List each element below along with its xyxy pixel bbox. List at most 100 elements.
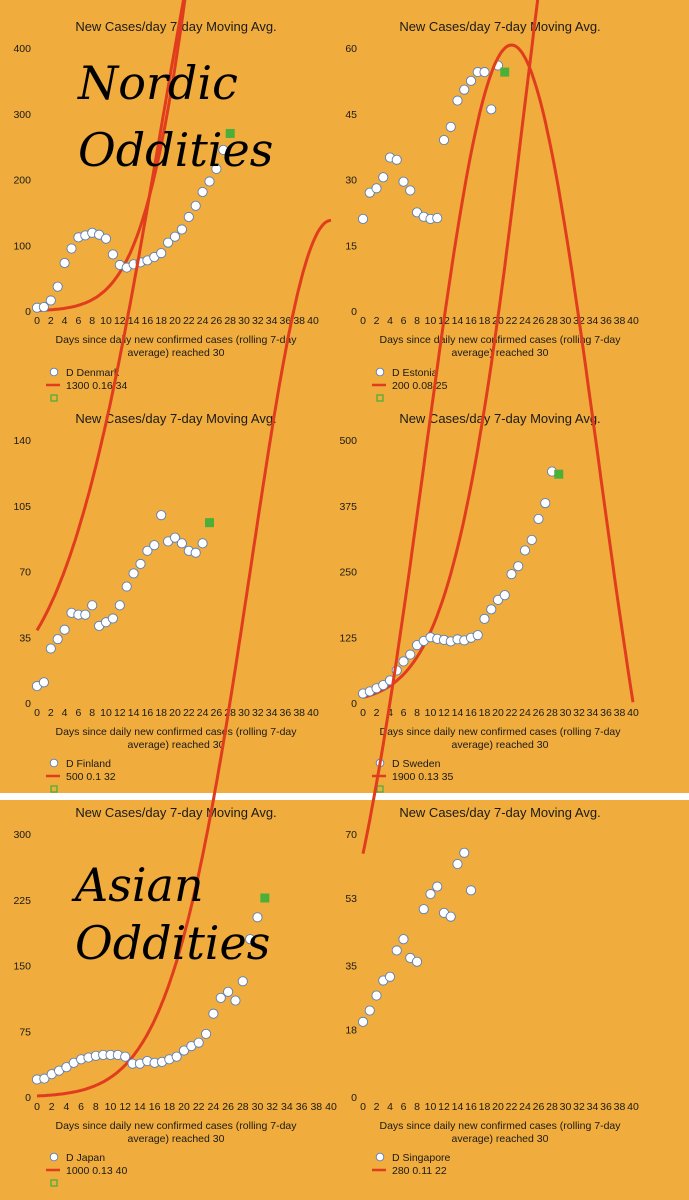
x-tick-label: 36: [600, 315, 612, 327]
x-axis-label-line: Days since daily new confirmed cases (ro…: [55, 334, 297, 346]
data-point: [45, 295, 56, 306]
fit-curve: [35, 0, 186, 632]
x-tick-label: 20: [169, 707, 181, 719]
y-tick-label: 18: [345, 1024, 357, 1036]
data-point: [163, 237, 174, 248]
data-point: [39, 1073, 50, 1084]
x-axis-label-line: Days since daily new confirmed cases (ro…: [55, 726, 297, 738]
x-tick-label: 12: [114, 315, 126, 327]
y-tick-label: 0: [351, 306, 357, 318]
chart-panel: New Cases/day 7-day Moving Avg. 0 35 70 105 1…: [13, 0, 319, 793]
data-point: [193, 1037, 204, 1048]
data-point: [52, 281, 63, 292]
latest-point-marker: [225, 128, 235, 138]
data-point: [357, 213, 369, 224]
data-point: [398, 176, 409, 187]
background-bottom: [0, 800, 689, 1200]
x-tick-label: 8: [93, 1101, 99, 1113]
x-tick-label: 34: [587, 315, 599, 327]
x-tick-label: 6: [78, 1101, 84, 1113]
data-point: [357, 1016, 369, 1027]
background-top: [0, 0, 689, 793]
data-point: [197, 186, 208, 198]
y-tick-label: 0: [25, 306, 31, 318]
x-tick-label: 18: [163, 1101, 175, 1113]
data-point: [364, 1005, 375, 1016]
data-point: [418, 904, 429, 915]
x-tick-label: 36: [280, 315, 292, 327]
x-tick-label: 30: [560, 315, 572, 327]
x-tick-label: 22: [193, 1101, 205, 1113]
x-tick-label: 16: [142, 315, 154, 327]
x-tick-label: 38: [614, 1101, 626, 1113]
y-tick-label: 60: [345, 43, 357, 55]
legend-label-fit: 1900 0.13 35: [392, 771, 453, 783]
x-tick-label: 30: [238, 707, 250, 719]
x-tick-label: 16: [465, 1101, 477, 1113]
x-tick-label: 34: [266, 315, 278, 327]
legend-marker-points: [375, 367, 385, 377]
x-tick-label: 40: [307, 707, 319, 719]
data-point: [405, 649, 416, 660]
x-tick-label: 20: [492, 707, 504, 719]
x-tick-label: 18: [155, 707, 167, 719]
x-tick-label: 30: [560, 1101, 572, 1113]
data-point: [479, 67, 490, 78]
x-tick-label: 36: [600, 707, 612, 719]
fit-curve: [36, 218, 332, 1098]
x-axis-label-line: Days since daily new confirmed cases (ro…: [379, 726, 621, 738]
x-axis-label-line: average) reached 30: [128, 1133, 225, 1145]
data-point: [197, 538, 208, 549]
data-point: [445, 121, 456, 132]
data-point: [121, 581, 132, 592]
x-tick-label: 2: [374, 707, 380, 719]
data-point: [218, 144, 229, 155]
data-point: [445, 911, 456, 922]
divider: [0, 793, 689, 800]
x-axis-label-line: average) reached 30: [128, 347, 225, 359]
data-point: [135, 558, 146, 570]
x-axis-label: Days since daily new confirmed cases (ro…: [55, 726, 297, 751]
data-point: [398, 934, 409, 945]
data-point: [371, 990, 382, 1001]
data-point: [178, 1045, 190, 1056]
chart-panels: New Cases/day 7-day Moving Avg.010020030…: [13, 0, 639, 1187]
x-tick-label: 24: [208, 1101, 220, 1113]
legend-label-points: D Denmark: [66, 367, 120, 379]
data-point: [432, 213, 443, 224]
overlay-nordic-line-2: Oddities: [78, 123, 273, 177]
x-tick-label: 14: [128, 707, 140, 719]
x-tick-label: 22: [183, 315, 195, 327]
x-tick-label: 16: [149, 1101, 161, 1113]
x-tick-label: 20: [178, 1101, 190, 1113]
y-tick-label: 0: [25, 1092, 31, 1104]
fit-curve: [361, 43, 635, 855]
x-tick-label: 30: [238, 315, 250, 327]
x-tick-label: 32: [252, 707, 264, 719]
x-tick-label: 18: [155, 315, 167, 327]
x-tick-label: 2: [374, 315, 380, 327]
y-tick-label: 140: [13, 435, 31, 447]
data-point: [107, 249, 118, 260]
x-tick-label: 8: [414, 707, 420, 719]
x-tick-label: 26: [533, 1101, 545, 1113]
data-point: [156, 510, 167, 521]
y-tick-label: 375: [339, 501, 357, 513]
data-point: [391, 945, 402, 956]
x-tick-label: 2: [48, 315, 54, 327]
x-tick-label: 0: [360, 1101, 366, 1113]
data-point: [513, 561, 524, 572]
x-tick-label: 32: [266, 1101, 278, 1113]
x-tick-label: 24: [197, 315, 209, 327]
overlay-nordic: Nordic Oddities: [77, 56, 273, 177]
x-axis-label: Days since daily new confirmed cases (ro…: [379, 726, 621, 751]
data-point: [45, 643, 56, 654]
legend-marker-points: [49, 367, 59, 377]
x-tick-label: 36: [280, 707, 292, 719]
legend-marker-latest: [376, 785, 384, 793]
x-tick-label: 16: [142, 707, 154, 719]
data-point: [459, 84, 470, 95]
legend-marker-points: [49, 1152, 59, 1162]
data-point: [452, 95, 463, 106]
y-tick-label: 53: [345, 893, 357, 905]
